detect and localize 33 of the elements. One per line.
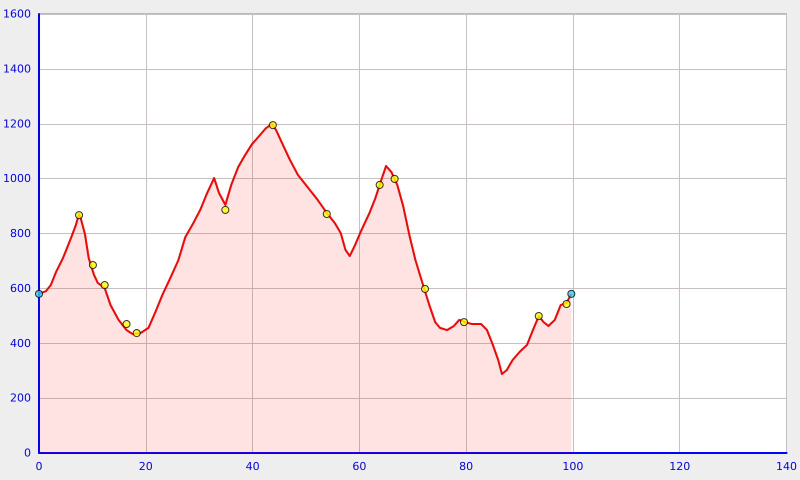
point [268, 121, 277, 130]
x-tick-label: 140 [776, 460, 797, 473]
y-tick-label: 600 [10, 282, 31, 295]
point [221, 206, 230, 214]
x-tick-label: 40 [246, 460, 260, 473]
point [35, 290, 43, 298]
point [460, 318, 468, 326]
point [100, 281, 109, 290]
y-tick-label: 800 [10, 227, 31, 240]
point [534, 312, 543, 320]
point [421, 284, 430, 293]
x-tick-label: 0 [35, 460, 42, 473]
point [88, 261, 97, 270]
point [322, 210, 331, 218]
point [75, 211, 84, 220]
y-tick-label: 1400 [2, 62, 31, 76]
x-tick-label: 20 [138, 460, 153, 473]
point [376, 180, 384, 189]
x-tick-label: 120 [669, 460, 690, 473]
x-tick-label: 80 [459, 460, 474, 473]
point [122, 320, 131, 328]
y-tick-label: 1600 [2, 8, 31, 20]
y-tick-label: 1200 [2, 117, 31, 130]
y-tick-label: 200 [10, 392, 31, 405]
y-tick-label: 1000 [2, 172, 31, 186]
point [567, 290, 576, 298]
point [132, 329, 141, 338]
x-tick-label: 60 [352, 460, 366, 473]
point [562, 300, 571, 308]
point [390, 174, 399, 183]
y-tick-label: 0 [24, 446, 31, 460]
y-tick-label: 400 [10, 336, 31, 350]
x-tick-label: 100 [562, 460, 584, 473]
